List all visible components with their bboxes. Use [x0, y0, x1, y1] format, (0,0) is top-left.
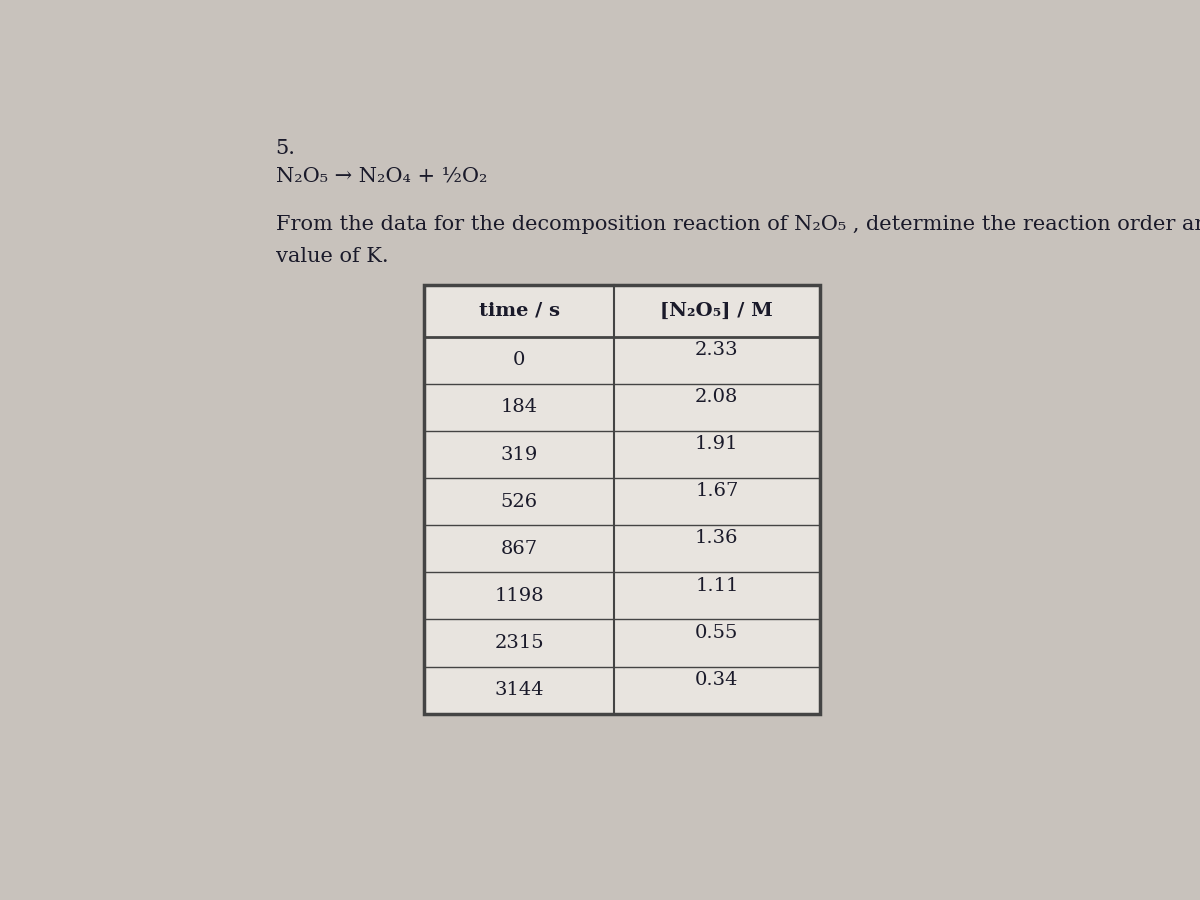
- Text: 5.: 5.: [276, 140, 295, 158]
- Text: 0.34: 0.34: [695, 670, 738, 688]
- Text: 3144: 3144: [494, 681, 544, 699]
- Text: 1.11: 1.11: [695, 577, 738, 595]
- Text: 2.33: 2.33: [695, 341, 739, 359]
- Text: 2315: 2315: [494, 634, 544, 652]
- Text: 1.67: 1.67: [695, 482, 738, 500]
- Text: 526: 526: [500, 492, 538, 510]
- Text: N₂O₅ → N₂O₄ + ½O₂: N₂O₅ → N₂O₄ + ½O₂: [276, 166, 487, 186]
- Text: 0: 0: [514, 351, 526, 369]
- Text: value of K.: value of K.: [276, 247, 388, 266]
- Text: From the data for the decomposition reaction of N₂O₅ , determine the reaction or: From the data for the decomposition reac…: [276, 215, 1200, 234]
- Text: time / s: time / s: [479, 302, 559, 319]
- Text: 1.91: 1.91: [695, 435, 738, 453]
- Text: 184: 184: [500, 399, 538, 417]
- Text: 319: 319: [500, 446, 538, 464]
- Text: [N₂O₅] / M: [N₂O₅] / M: [660, 302, 773, 319]
- Text: 867: 867: [500, 540, 538, 558]
- Text: 0.55: 0.55: [695, 624, 738, 642]
- Text: 1.36: 1.36: [695, 529, 738, 547]
- Text: 1198: 1198: [494, 587, 544, 605]
- Text: 2.08: 2.08: [695, 388, 738, 406]
